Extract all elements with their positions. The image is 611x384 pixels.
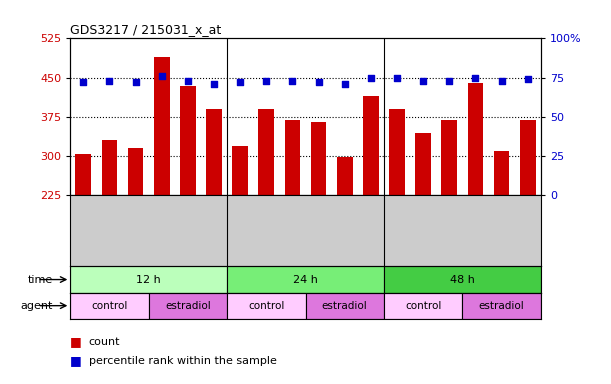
Text: count: count [89,337,120,347]
Text: 24 h: 24 h [293,275,318,285]
Bar [520,119,535,195]
Bar [128,148,144,195]
Point [340,81,349,87]
Text: control: control [91,301,128,311]
Bar [463,293,541,319]
Bar [70,293,148,319]
Bar [206,109,222,195]
Bar [494,151,510,195]
Point [313,79,323,86]
Text: time: time [27,275,53,285]
Point [262,78,271,84]
Text: control: control [405,301,441,311]
Bar [389,109,405,195]
Point [288,78,298,84]
Text: GDS3217 / 215031_x_at: GDS3217 / 215031_x_at [70,23,222,36]
Bar [258,109,274,195]
Bar [180,86,196,195]
Bar [70,266,227,293]
Bar [311,122,326,195]
Text: percentile rank within the sample: percentile rank within the sample [89,356,276,366]
Point [366,74,376,81]
Bar [384,266,541,293]
Point [157,73,167,79]
Bar [415,132,431,195]
Bar [148,293,227,319]
Point [497,78,507,84]
Bar [306,293,384,319]
Bar [337,157,353,195]
Bar [384,293,463,319]
Bar [232,146,248,195]
Bar [227,266,384,293]
Bar [467,83,483,195]
Bar [76,154,91,195]
Bar [227,293,306,319]
Point [78,79,88,86]
Text: control: control [248,301,285,311]
Point [523,76,533,82]
Text: estradiol: estradiol [322,301,368,311]
Point [419,78,428,84]
Text: 48 h: 48 h [450,275,475,285]
Point [444,78,454,84]
Point [183,78,193,84]
Point [392,74,402,81]
Bar [285,119,300,195]
Text: 12 h: 12 h [136,275,161,285]
Point [104,78,114,84]
Point [470,74,480,81]
Point [235,79,245,86]
Bar [154,57,170,195]
Bar [363,96,379,195]
Bar [101,141,117,195]
Point [131,79,141,86]
Point [209,81,219,87]
Bar [441,119,457,195]
Text: agent: agent [20,301,53,311]
Text: ■: ■ [70,354,82,367]
Text: estradiol: estradiol [165,301,211,311]
Text: estradiol: estradiol [478,301,524,311]
Text: ■: ■ [70,335,82,348]
